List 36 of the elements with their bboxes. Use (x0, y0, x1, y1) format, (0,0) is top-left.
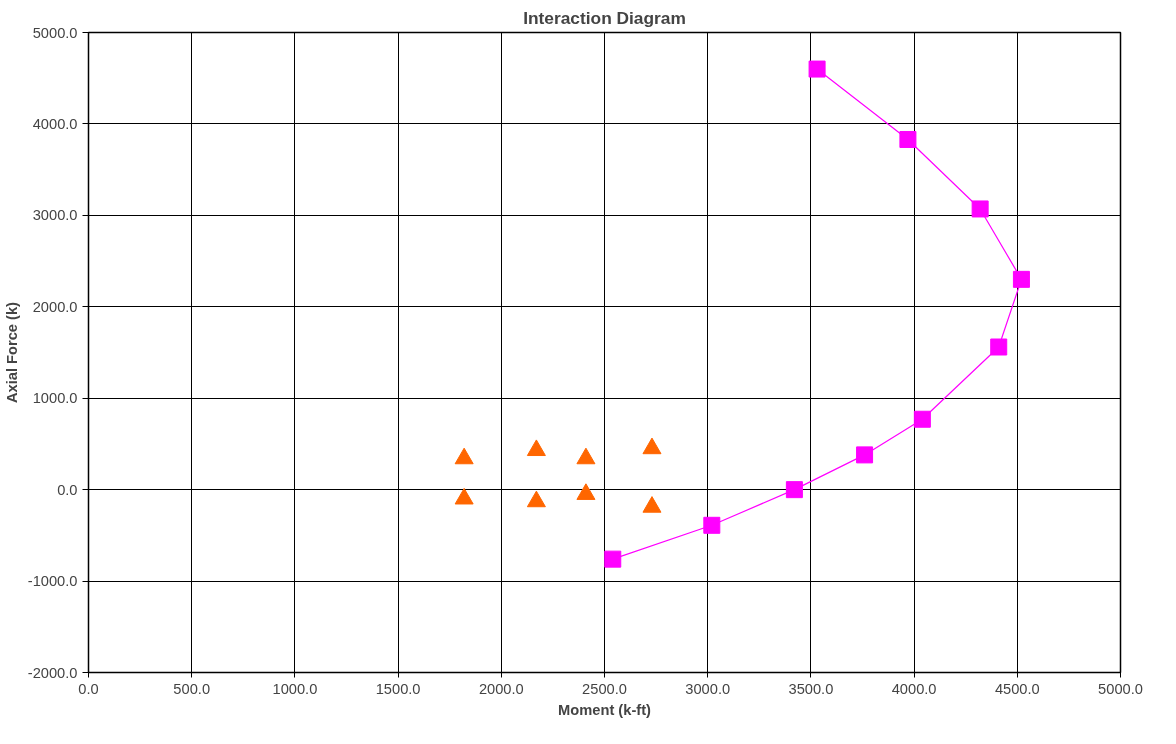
x-tick-label: 3500.0 (788, 680, 834, 697)
point (899, 130, 917, 148)
y-tick-label: 4000.0 (32, 115, 78, 132)
point (1012, 270, 1030, 288)
point (642, 496, 662, 513)
x-tick-label: 3000.0 (685, 680, 731, 697)
x-tick-label: 4500.0 (994, 680, 1040, 697)
x-tick-label: 2000.0 (478, 680, 524, 697)
x-tick-label: 2500.0 (582, 680, 627, 697)
point (576, 483, 596, 500)
y-axis-title: Axial Force (k) (3, 301, 20, 403)
x-tick-label: 0.0 (78, 680, 99, 697)
point (526, 490, 546, 508)
x-axis-title: Moment (k-ft) (558, 701, 652, 718)
point (971, 200, 989, 218)
y-tick-label: 1000.0 (32, 390, 78, 407)
y-tick-label: 3000.0 (32, 207, 78, 224)
point (454, 447, 474, 465)
x-tick-label: 500.0 (173, 680, 211, 697)
point (526, 439, 546, 457)
x-tick-label: 5000.0 (1098, 680, 1143, 697)
chart-title: Interaction Diagram (523, 7, 686, 28)
x-tick-label: 1500.0 (375, 680, 421, 697)
y-tick-label: 5000.0 (32, 24, 78, 41)
point (913, 410, 931, 428)
x-tick-label: 1000.0 (272, 680, 318, 697)
y-tick-label: -1000.0 (27, 573, 78, 590)
y-tick-label: -2000.0 (27, 664, 78, 681)
point (576, 447, 596, 465)
point (808, 60, 826, 78)
y-tick-label: 2000.0 (32, 298, 78, 315)
point (642, 437, 662, 455)
y-tick-label: 0.0 (57, 481, 78, 498)
point (454, 487, 474, 505)
x-tick-label: 4000.0 (891, 680, 937, 697)
point (990, 338, 1008, 356)
